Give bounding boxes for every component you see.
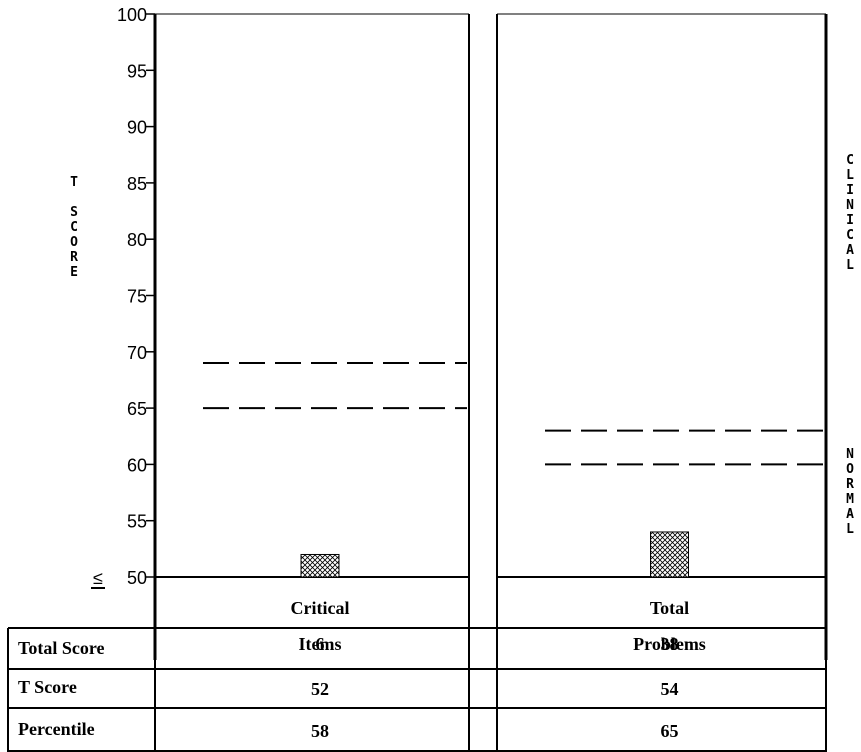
chart-frame bbox=[153, 13, 828, 752]
clinical-letter: A bbox=[846, 243, 854, 258]
table-cell: 38 bbox=[661, 634, 679, 654]
ylabel-letter: T bbox=[70, 175, 78, 190]
y-tick-label: 70 bbox=[127, 343, 147, 363]
normal-letter: R bbox=[846, 477, 854, 492]
score-table: Total Score 6 38 T Score 52 54 Percentile 58 65 bbox=[7, 627, 827, 752]
y-tick-label: 85 bbox=[127, 174, 147, 194]
clinical-letter: N bbox=[846, 198, 854, 213]
ylabel-letter: O bbox=[70, 235, 78, 250]
table-cell: 54 bbox=[661, 679, 679, 699]
normal-letter: L bbox=[846, 522, 854, 537]
category-label: Items bbox=[299, 634, 342, 654]
normal-letter: N bbox=[846, 447, 854, 462]
category-label: Total bbox=[650, 598, 689, 618]
table-cell: 52 bbox=[311, 679, 329, 699]
table-row-label: Percentile bbox=[18, 719, 95, 739]
y-tick-label: 65 bbox=[127, 399, 147, 419]
y-tick-label: 95 bbox=[127, 61, 147, 81]
category-label: Critical bbox=[291, 598, 350, 618]
y-tick-label: 100 bbox=[117, 5, 147, 25]
floor-symbol: ≤ bbox=[93, 568, 103, 588]
y-tick-label: 55 bbox=[127, 512, 147, 532]
category-label: Problems bbox=[633, 634, 706, 654]
y-tick-label: 75 bbox=[127, 287, 147, 307]
y-tick-label: 50 bbox=[127, 568, 147, 588]
category-labels: Critical Items Total Problems bbox=[291, 598, 706, 654]
y-axis-ticks: 100 95 90 85 80 75 70 65 60 55 50 bbox=[117, 5, 155, 588]
table-cell: 58 bbox=[311, 721, 329, 741]
ylabel-letter: C bbox=[70, 220, 78, 235]
normal-letter: A bbox=[846, 507, 854, 522]
clinical-letter: L bbox=[846, 168, 854, 183]
table-cell: 65 bbox=[661, 721, 679, 741]
bar-total-problems bbox=[650, 531, 689, 578]
bar-critical-items bbox=[300, 553, 340, 578]
table-cell: 6 bbox=[316, 634, 325, 654]
normal-letter: M bbox=[846, 492, 854, 507]
ylabel-letter: S bbox=[70, 205, 78, 220]
clinical-letter: L bbox=[846, 258, 854, 273]
y-tick-label: 90 bbox=[127, 118, 147, 138]
clinical-letter: I bbox=[846, 183, 854, 198]
cutoff-lines bbox=[203, 362, 824, 466]
clinical-letter: I bbox=[846, 213, 854, 228]
normal-letter: O bbox=[846, 462, 854, 477]
y-tick-label: 80 bbox=[127, 230, 147, 250]
clinical-letter: C bbox=[846, 153, 854, 168]
y-tick-label: 60 bbox=[127, 455, 147, 475]
ylabel-letter: E bbox=[70, 265, 78, 280]
table-cells: Total Score 6 38 T Score 52 54 Percentile 58 65 bbox=[18, 634, 679, 741]
table-row-label: Total Score bbox=[18, 638, 105, 658]
clinical-letter: C bbox=[846, 228, 854, 243]
bars bbox=[300, 531, 689, 578]
ylabel-letter: R bbox=[70, 250, 78, 265]
table-row-label: T Score bbox=[18, 677, 77, 697]
